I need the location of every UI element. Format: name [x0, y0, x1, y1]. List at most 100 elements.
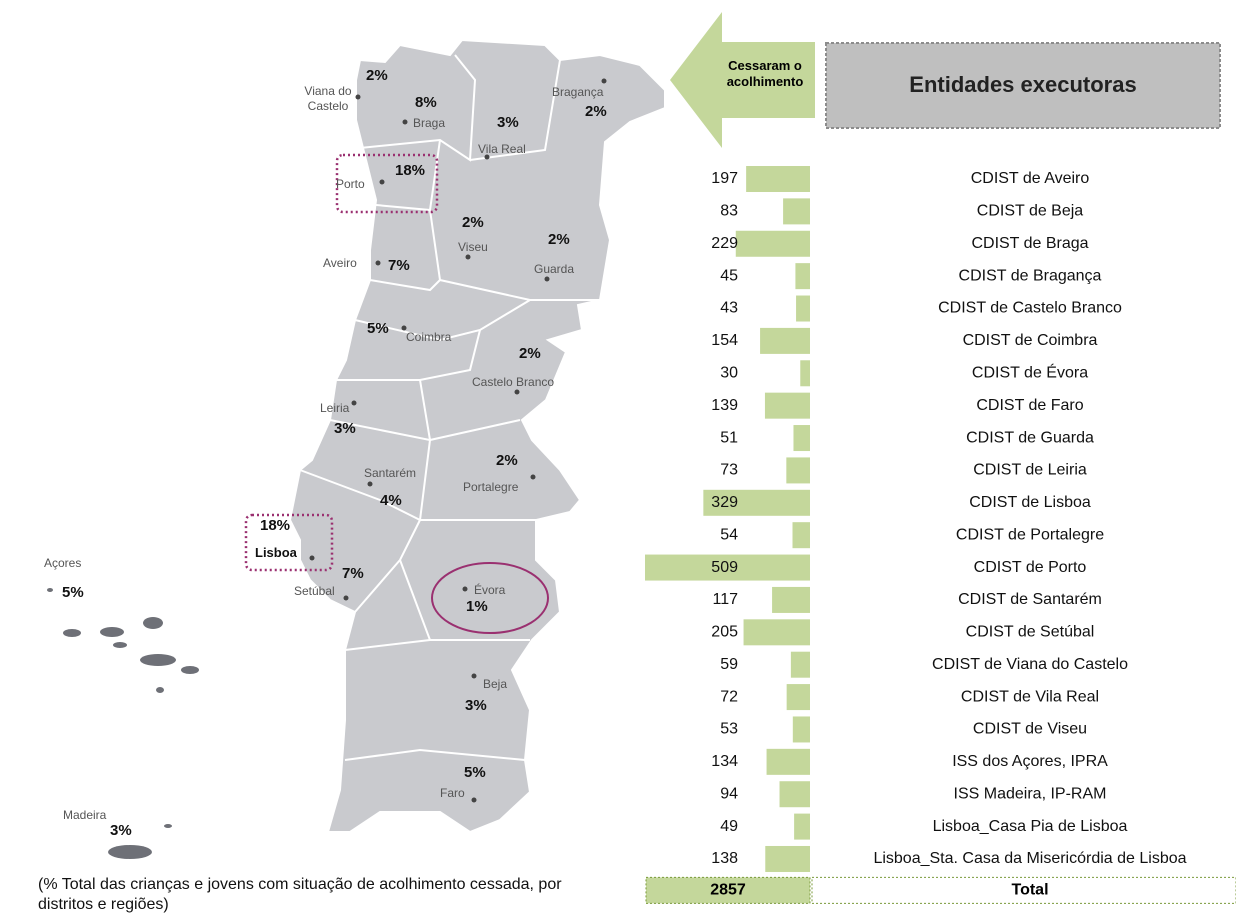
bar	[793, 425, 810, 452]
region-pct: 3%	[334, 420, 356, 437]
value-label: 59	[720, 656, 738, 673]
value-label: 154	[711, 332, 738, 349]
value-label: 72	[720, 688, 738, 705]
value-label: 54	[720, 526, 738, 543]
bar	[786, 684, 810, 711]
category-label: CDIST de Santarém	[958, 591, 1102, 608]
city-dot	[514, 389, 520, 395]
bar	[796, 295, 810, 322]
header-box	[825, 42, 1221, 129]
value-label: 83	[720, 203, 738, 220]
bar	[746, 166, 810, 192]
city-dot	[309, 555, 315, 561]
category-label: CDIST de Aveiro	[971, 170, 1090, 187]
category-label: CDIST de Coimbra	[963, 332, 1098, 349]
header-title: Entidades executoras	[909, 72, 1136, 97]
category-label: CDIST de Beja	[977, 203, 1084, 220]
bar	[772, 586, 810, 613]
bar	[743, 619, 810, 646]
region-name: Madeira	[63, 808, 107, 822]
total-cell	[645, 876, 811, 904]
category-label: Lisboa_Casa Pia de Lisboa	[933, 818, 1128, 835]
value-label: 43	[720, 300, 738, 317]
category-label: CDIST de Setúbal	[966, 624, 1095, 641]
arrow-label-box: Cessaram o acolhimento	[726, 58, 804, 89]
region-pct: 2%	[366, 67, 388, 84]
region-name: Açores	[44, 556, 82, 570]
region-name: Faro	[440, 786, 465, 800]
region-name: Viana do Castelo	[304, 84, 352, 113]
city-dot	[601, 78, 607, 84]
region-pct: 4%	[380, 492, 402, 509]
region-pct: 2%	[548, 231, 570, 248]
city-dot	[402, 119, 408, 125]
region-pct: 18%	[260, 517, 291, 534]
value-label: 329	[711, 494, 738, 511]
region-name: Leiria	[320, 401, 350, 415]
city-dot	[343, 595, 349, 601]
value-label: 45	[720, 267, 738, 284]
bar	[779, 781, 810, 808]
value-label: 197	[711, 170, 738, 187]
category-label: CDIST de Leiria	[973, 462, 1087, 479]
value-label: 229	[711, 235, 738, 252]
category-label: CDIST de Guarda	[966, 429, 1094, 446]
total-value: 2857	[710, 882, 746, 899]
district-borders	[299, 54, 600, 761]
region-name: Bragança	[552, 85, 604, 99]
category-label: CDIST de Bragança	[959, 267, 1102, 284]
category-label: CDIST de Portalegre	[956, 526, 1104, 543]
region-pct: 2%	[585, 103, 607, 120]
value-label: 509	[711, 559, 738, 576]
category-label: CDIST de Vila Real	[961, 688, 1099, 705]
region-name: Lisboa	[255, 545, 297, 560]
category-label: ISS Madeira, IP-RAM	[954, 785, 1107, 802]
region-pct: 5%	[464, 764, 486, 781]
city-dot	[465, 254, 471, 260]
arrow-label: Cessaram o acolhimento	[726, 58, 804, 89]
region-pct: 3%	[465, 697, 487, 714]
bar	[764, 392, 810, 419]
city-dot	[530, 474, 536, 480]
region-name: Beja	[483, 677, 508, 691]
region-pct: 7%	[342, 565, 364, 582]
region-name: Santarém	[364, 466, 417, 480]
region-pct: 2%	[496, 452, 518, 469]
city-dot	[471, 673, 477, 679]
value-label: 205	[711, 624, 738, 641]
highlight-lisboa	[244, 513, 334, 572]
bar	[792, 522, 810, 549]
bar	[735, 230, 810, 257]
region-name: Portalegre	[463, 480, 519, 494]
region-name: Guarda	[534, 262, 575, 276]
value-label: 73	[720, 462, 738, 479]
region-name: Évora	[474, 583, 506, 597]
category-label: CDIST de Évora	[972, 362, 1088, 381]
region-pct: 5%	[367, 320, 389, 337]
value-label: 49	[720, 818, 738, 835]
region-name: Braga	[413, 116, 446, 130]
region-pct: 3%	[110, 822, 132, 839]
region-name: Porto	[336, 177, 365, 191]
region-pct: 2%	[519, 345, 541, 362]
city-dot	[375, 260, 381, 266]
bar	[703, 489, 810, 516]
region-name: Setúbal	[294, 584, 335, 598]
city-dot	[484, 154, 490, 160]
city-dot	[355, 94, 361, 100]
bar	[783, 198, 810, 225]
region-pct: 18%	[395, 162, 426, 179]
category-label: Lisboa_Sta. Casa da Misericórdia de Lisb…	[873, 850, 1186, 867]
category-label: CDIST de Braga	[971, 235, 1088, 252]
category-label: CDIST de Castelo Branco	[938, 300, 1122, 317]
bar	[790, 651, 810, 678]
region-pct: 8%	[415, 94, 437, 111]
category-label: CDIST de Viana do Castelo	[932, 656, 1128, 673]
map-caption: (% Total das crianças e jovens com situa…	[38, 876, 562, 913]
city-dot	[471, 797, 477, 803]
value-label: 117	[712, 591, 738, 608]
category-label: CDIST de Lisboa	[969, 494, 1091, 511]
category-label: CDIST de Viseu	[973, 721, 1087, 738]
